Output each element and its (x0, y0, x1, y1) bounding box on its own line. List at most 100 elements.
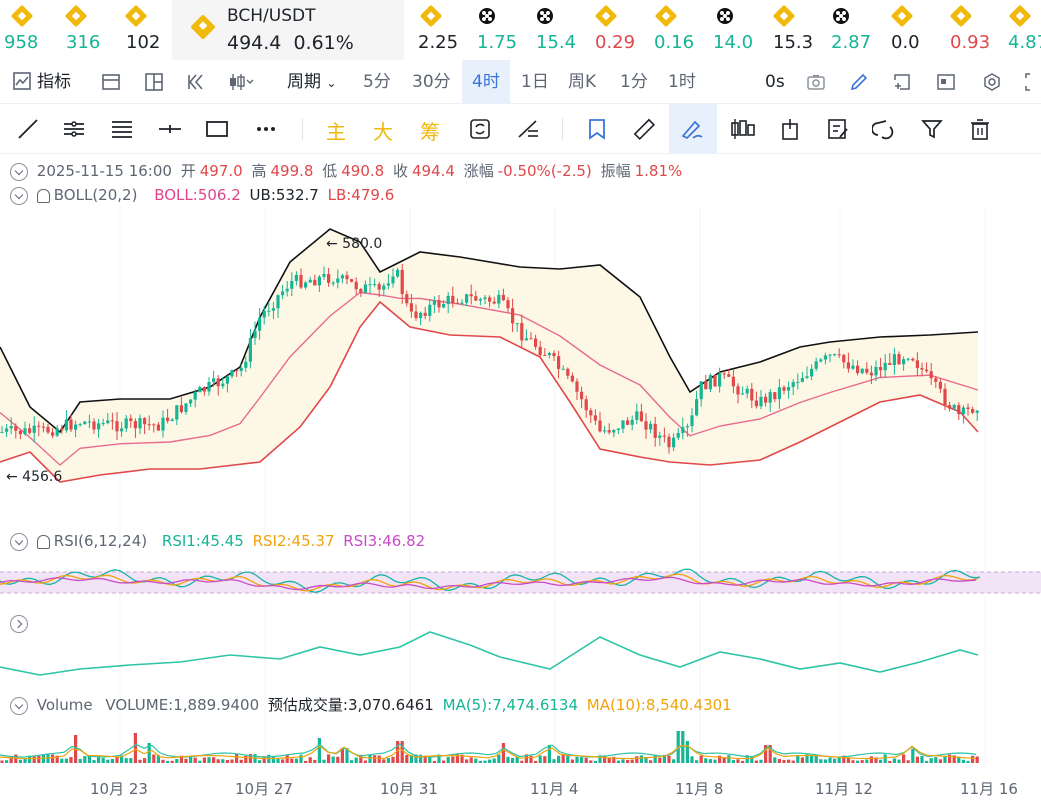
candle-body (69, 419, 73, 430)
volume-bar (0, 760, 4, 763)
ticker-item[interactable]: 0.0 (886, 0, 941, 60)
magnet-icon[interactable] (872, 117, 896, 141)
volume-bar (235, 754, 239, 763)
filter-icon[interactable] (920, 117, 944, 141)
candle-body (460, 302, 464, 304)
ticker-item[interactable]: 4.87 (1004, 0, 1041, 60)
interval-1h[interactable]: 1时 (668, 72, 696, 92)
candle-body (511, 308, 515, 324)
volume-bar (276, 758, 280, 763)
volume-bar (419, 754, 423, 763)
volume-bar (14, 754, 18, 763)
collapse-icon[interactable] (10, 162, 28, 181)
tool-measure-icon[interactable] (516, 117, 540, 141)
ticker-item[interactable]: 0.16 (650, 0, 705, 60)
volume-bar (662, 755, 666, 763)
add-frame-icon[interactable] (892, 72, 912, 92)
ticker-item[interactable]: 14.0 (709, 0, 764, 60)
interval-1d[interactable]: 1日 (521, 72, 549, 92)
interval-1min[interactable]: 1分 (620, 72, 648, 92)
interval-30m[interactable]: 30分 (412, 72, 451, 92)
chip-tool-button[interactable]: 筹 (420, 120, 440, 144)
volume-line: Volume VOLUME:1,889.9400 预估成交量:3,070.646… (0, 694, 736, 715)
note-edit-icon[interactable] (826, 117, 850, 141)
ticker-item[interactable]: 958 (0, 0, 55, 60)
candle-body (810, 368, 814, 377)
ticker-bar: 958 316 102 BCH/USDT 494.4 0.61% 2.25 1.… (0, 0, 1041, 60)
brush-icon[interactable] (680, 117, 704, 141)
candle-body (492, 301, 496, 304)
volume-bar (759, 759, 763, 763)
candle-body (805, 376, 809, 379)
bnb-icon (949, 4, 973, 28)
candle-body (106, 420, 110, 424)
ticker-item[interactable]: 15.4 (531, 0, 586, 60)
split-view-icon[interactable] (144, 72, 164, 92)
volume-bar (667, 755, 671, 763)
candle-body (285, 288, 289, 292)
candle-body (363, 284, 367, 293)
sync-icon[interactable] (468, 117, 492, 141)
collapse-icon[interactable] (10, 696, 28, 715)
ticker-item[interactable]: 102 (118, 0, 173, 60)
candle-type-icon[interactable] (228, 72, 254, 92)
settings-icon[interactable] (982, 72, 1002, 92)
indicator-chart-icon[interactable] (12, 71, 32, 91)
volume-bar (32, 756, 36, 763)
pencil-icon[interactable] (849, 72, 869, 92)
volume-bar (124, 758, 128, 763)
layout-icon[interactable] (101, 72, 121, 92)
bell-icon[interactable] (36, 188, 50, 203)
ticker-item[interactable]: 0.29 (590, 0, 645, 60)
price-chart[interactable]: ← 580.0 ← 456.6 10月 23 10月 27 10月 31 11月… (0, 207, 1041, 807)
volume-bar (336, 756, 340, 763)
main-tool-button[interactable]: 主 (326, 120, 346, 144)
ticker-item[interactable]: 15.3 (768, 0, 823, 60)
bell-icon[interactable] (36, 534, 50, 549)
period-dropdown[interactable]: 周期 ⌄ (287, 72, 337, 92)
candle-body (943, 388, 947, 406)
candles-icon[interactable] (730, 117, 756, 141)
chart-grid (119, 207, 986, 767)
volume-bar (846, 757, 850, 763)
bookmark-icon[interactable] (585, 117, 609, 141)
template-icon[interactable] (936, 72, 956, 92)
volume-bar (110, 758, 114, 763)
volume-bar (23, 758, 27, 763)
more-icon[interactable] (254, 117, 278, 141)
ticker-item[interactable]: 1.75 (472, 0, 527, 60)
countdown: 0s (765, 72, 785, 92)
rectangle-icon[interactable] (205, 117, 229, 141)
interval-1w[interactable]: 周K (568, 72, 597, 92)
indicator-button[interactable]: 指标 (37, 72, 71, 92)
collapse-icon[interactable] (10, 532, 28, 551)
parallel-channel-icon[interactable] (62, 117, 86, 141)
interval-5m[interactable]: 5分 (363, 72, 391, 92)
ticker-item-active[interactable]: BCH/USDT 494.4 0.61% (172, 0, 404, 60)
ticker-item[interactable]: 2.25 (413, 0, 468, 60)
position-icon[interactable] (778, 117, 802, 141)
fib-lines-icon[interactable] (110, 117, 134, 141)
volume-bar (184, 758, 188, 763)
collapse-icon[interactable] (10, 186, 28, 205)
ticker-item[interactable]: 0.93 (945, 0, 1000, 60)
trend-line-icon[interactable] (16, 117, 40, 141)
big-tool-button[interactable]: 大 (373, 120, 393, 144)
volume-bar (396, 741, 400, 763)
interval-4h[interactable]: 4时 (462, 60, 510, 104)
low-value: 490.8 (341, 162, 385, 180)
fullscreen-icon[interactable] (1024, 72, 1041, 92)
candle-body (432, 300, 436, 305)
ticker-item[interactable]: 2.87 (827, 0, 882, 60)
ruler-icon[interactable] (632, 117, 656, 141)
expand-icon[interactable] (10, 614, 28, 633)
camera-icon[interactable] (806, 72, 826, 92)
volume-bar (363, 760, 367, 763)
candle-body (952, 404, 956, 409)
horizontal-line-icon[interactable] (158, 117, 182, 141)
rewind-icon[interactable] (186, 72, 206, 92)
trash-icon[interactable] (968, 117, 992, 141)
candle-body (175, 405, 179, 420)
volume-bar (428, 757, 432, 763)
ticker-item[interactable]: 316 (58, 0, 113, 60)
